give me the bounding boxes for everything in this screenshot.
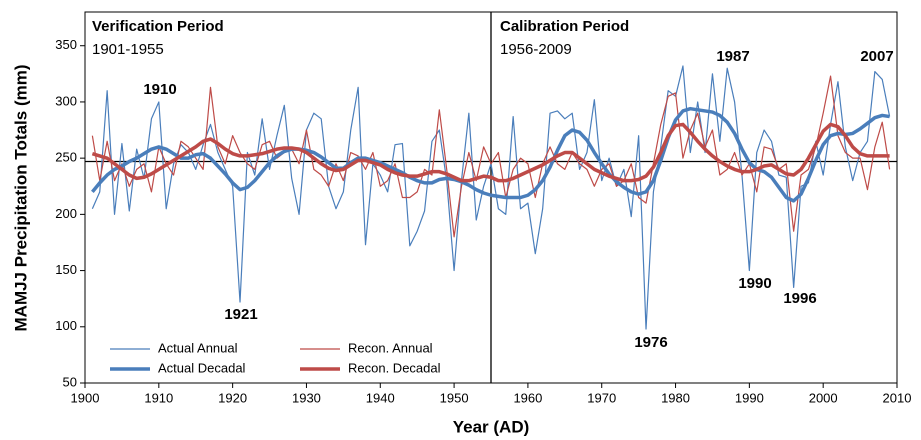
annotation: 1987 bbox=[716, 48, 749, 65]
legend-label: Recon. Annual bbox=[348, 340, 433, 355]
annotation: 1921 bbox=[224, 306, 257, 323]
y-tick-label: 50 bbox=[63, 374, 77, 389]
annotation: 1910 bbox=[143, 81, 176, 98]
x-tick-label: 1920 bbox=[218, 390, 247, 405]
x-tick-label: 1900 bbox=[71, 390, 100, 405]
x-tick-label: 1950 bbox=[440, 390, 469, 405]
x-tick-label: 1930 bbox=[292, 390, 321, 405]
annotation: 1996 bbox=[783, 290, 816, 307]
y-tick-label: 100 bbox=[55, 318, 77, 333]
x-tick-label: 2010 bbox=[883, 390, 912, 405]
period-title: Calibration Period bbox=[500, 18, 629, 35]
y-tick-label: 250 bbox=[55, 150, 77, 165]
x-tick-label: 1940 bbox=[366, 390, 395, 405]
y-tick-label: 200 bbox=[55, 206, 77, 221]
y-axis-title: MAMJJ Precipitation Totals (mm) bbox=[11, 65, 30, 332]
y-tick-label: 350 bbox=[55, 37, 77, 52]
x-tick-label: 1990 bbox=[735, 390, 764, 405]
period-title: Verification Period bbox=[92, 18, 224, 35]
x-tick-label: 1910 bbox=[144, 390, 173, 405]
annotation: 1976 bbox=[634, 334, 667, 351]
x-tick-label: 1970 bbox=[587, 390, 616, 405]
x-tick-label: 1980 bbox=[661, 390, 690, 405]
legend-label: Actual Decadal bbox=[158, 360, 246, 375]
series-line bbox=[91, 122, 890, 183]
annotation: 1990 bbox=[738, 275, 771, 292]
series-line bbox=[91, 75, 891, 238]
period-range: 1956-2009 bbox=[500, 41, 572, 58]
y-tick-label: 300 bbox=[55, 93, 77, 108]
legend-label: Recon. Decadal bbox=[348, 360, 441, 375]
period-range: 1901-1955 bbox=[92, 41, 164, 58]
x-tick-label: 1960 bbox=[513, 390, 542, 405]
x-tick-label: 2000 bbox=[809, 390, 838, 405]
legend-label: Actual Annual bbox=[158, 340, 238, 355]
annotation: 2007 bbox=[860, 48, 893, 65]
y-tick-label: 150 bbox=[55, 262, 77, 277]
x-axis-title: Year (AD) bbox=[453, 417, 530, 436]
